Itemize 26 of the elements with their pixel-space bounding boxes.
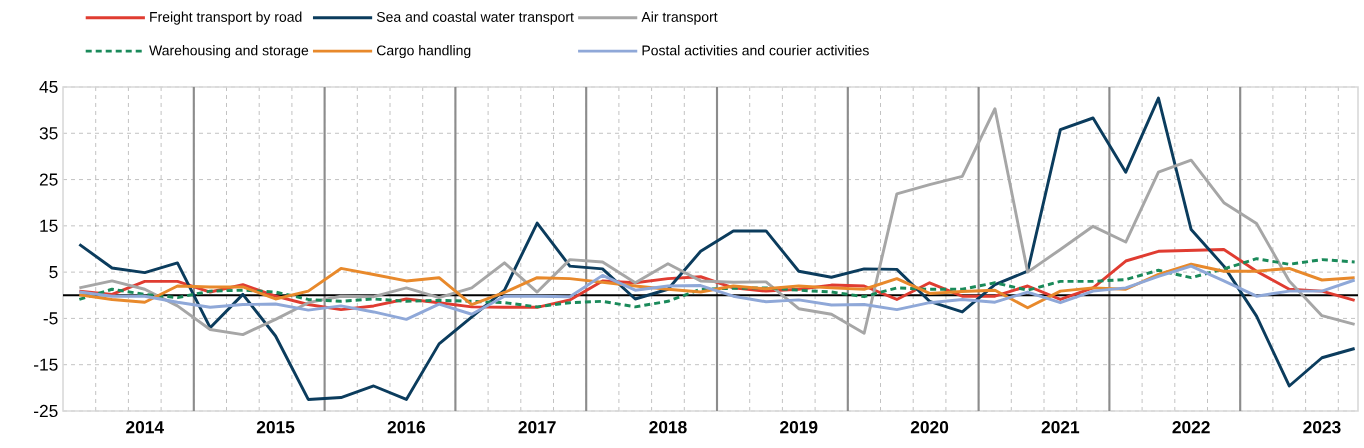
line-series xyxy=(77,264,1357,321)
x-tick-label: 2022 xyxy=(1172,421,1210,434)
legend-label: Sea and coastal water transport xyxy=(376,11,574,25)
x-tick-label: 2017 xyxy=(518,421,556,434)
x-tick-label: 2016 xyxy=(387,421,425,434)
y-tick-label: 45 xyxy=(39,80,58,94)
y-tick-label: -5 xyxy=(43,312,58,325)
x-tick-label: 2023 xyxy=(1303,421,1341,434)
line-series xyxy=(77,107,1357,337)
legend-label: Postal activities and courier activities xyxy=(642,45,869,56)
legend-label: Freight transport by road xyxy=(150,11,302,25)
y-tick-label: 15 xyxy=(40,219,58,232)
x-tick-label: 2015 xyxy=(256,421,295,434)
x-tick-label: 2014 xyxy=(126,421,164,434)
x-tick-label: 2021 xyxy=(1041,421,1080,434)
y-tick-label: -25 xyxy=(34,404,58,418)
y-tick-label: -15 xyxy=(34,358,58,371)
legend-label: Air transport xyxy=(641,11,718,25)
x-tick-label: 2020 xyxy=(910,421,949,434)
legend-label: Warehousing and storage xyxy=(149,45,309,59)
y-tick-label: 5 xyxy=(49,266,58,279)
x-tick-label: 2019 xyxy=(780,421,818,434)
y-tick-label: 25 xyxy=(39,173,58,186)
x-tick-label: 2018 xyxy=(649,421,687,434)
legend-label: Cargo handling xyxy=(376,45,471,59)
y-tick-label: 35 xyxy=(39,127,58,140)
